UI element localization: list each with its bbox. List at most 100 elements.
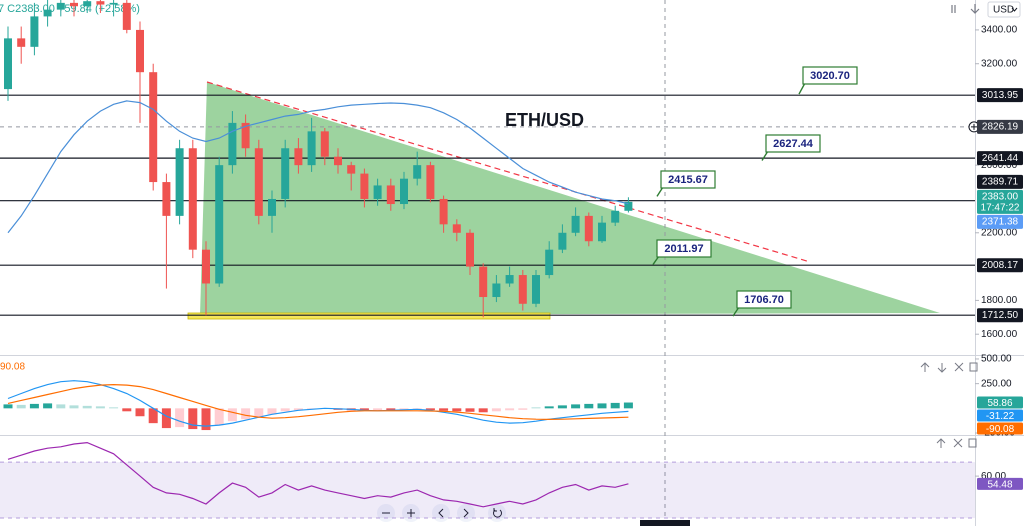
- candle-body: [598, 222, 606, 242]
- candle-body: [452, 224, 461, 233]
- macd-histogram-bar: [148, 408, 158, 424]
- callout-label: 2415.67: [668, 174, 708, 186]
- move-down-icon[interactable]: [937, 363, 947, 373]
- macd-plot: [3, 380, 633, 431]
- candle-body: [611, 210, 620, 223]
- candle-body: [268, 198, 276, 216]
- level-label-box: 2389.71: [977, 174, 1023, 189]
- level-label: 2641.44: [982, 153, 1019, 164]
- navigation-bar[interactable]: [377, 504, 690, 526]
- callout-label: 1706.70: [744, 294, 784, 306]
- plus-icon: [971, 123, 977, 130]
- y-tick-label: 2600.00: [981, 160, 1018, 171]
- y-tick-label: 250.00: [981, 378, 1012, 389]
- macd-histogram-bar: [135, 408, 145, 417]
- axis-label-bg: [977, 409, 1023, 422]
- candle-body: [149, 72, 158, 183]
- level-label-box: 3013.95: [977, 88, 1023, 103]
- macd-histogram-bar: [109, 407, 119, 409]
- macd-controls[interactable]: [920, 362, 978, 373]
- candle-body: [558, 232, 567, 250]
- macd-line: [7, 380, 629, 427]
- chevron-left: [438, 508, 444, 518]
- macd-histogram-bar: [56, 404, 66, 409]
- axis-label-bg: [977, 174, 1023, 189]
- scale-icon[interactable]: [970, 4, 980, 14]
- scroll-left-button[interactable]: [432, 504, 450, 522]
- y-tick-label: 3200.00: [981, 58, 1018, 69]
- move-up-icon[interactable]: [920, 362, 930, 372]
- callout-box: [656, 239, 712, 258]
- level-label: 1712.50: [982, 310, 1019, 321]
- candle-body: [162, 182, 171, 216]
- axis-label-bg: [977, 477, 1023, 490]
- macd-histogram-bar: [571, 404, 581, 409]
- rsi-line: [7, 441, 629, 508]
- macd-histogram-bar: [214, 408, 224, 426]
- last-price-label: 17:47:22: [981, 202, 1020, 213]
- callout-box: [765, 134, 821, 153]
- macd-histogram-bar: [201, 408, 211, 431]
- currency-label[interactable]: USD: [993, 5, 1014, 16]
- close-icon[interactable]: [954, 362, 964, 372]
- macd-histogram-bar: [373, 408, 383, 411]
- top-icons[interactable]: USD: [951, 1, 1021, 18]
- ma-label-box: 2371.38: [977, 214, 1023, 229]
- candle-body: [307, 131, 316, 166]
- macd-label-box: -31.22: [977, 409, 1023, 422]
- candle-body: [400, 178, 408, 205]
- macd-legend: 90.08: [0, 362, 25, 373]
- candle-body: [294, 148, 303, 166]
- currency-select[interactable]: [987, 1, 1021, 18]
- maximize-icon[interactable]: [969, 362, 978, 372]
- signal-label: -90.08: [986, 424, 1015, 435]
- candle-body: [320, 131, 329, 157]
- axis-label-bg: [977, 189, 1023, 214]
- macd-label: -31.22: [986, 411, 1015, 422]
- dropdown-caret[interactable]: [1011, 7, 1018, 12]
- macd-histogram-bar: [254, 408, 264, 418]
- hist-label: 58.86: [987, 398, 1012, 409]
- rsi-label: 54.48: [987, 479, 1012, 490]
- candle-body: [202, 249, 210, 284]
- move-up-icon[interactable]: [936, 438, 946, 448]
- layout-icon[interactable]: [951, 5, 956, 13]
- macd-histogram-bar: [16, 404, 26, 409]
- axis-label-bg: [977, 151, 1023, 166]
- time-label-stub: [640, 520, 690, 526]
- macd-histogram-bar: [531, 407, 541, 409]
- candle-body: [215, 165, 224, 284]
- macd-histogram-bar: [241, 408, 251, 420]
- candle-body: [545, 249, 554, 276]
- macd-histogram-bar: [623, 402, 633, 409]
- candle-body: [386, 185, 395, 205]
- candle-body: [373, 185, 382, 199]
- macd-histogram-bar: [584, 403, 594, 409]
- callout-label: 3020.70: [810, 70, 850, 82]
- plus-icon: [407, 509, 415, 517]
- candle-body: [30, 16, 39, 47]
- macd-histogram-bar: [82, 405, 92, 409]
- axis-label-bg: [977, 258, 1023, 273]
- y-tick-label: 1800.00: [981, 295, 1018, 306]
- axis-label-bg: [977, 422, 1023, 435]
- macd-histogram-bar: [610, 402, 620, 409]
- candle-body: [241, 122, 250, 149]
- reset-button[interactable]: [488, 504, 506, 522]
- rsi-controls[interactable]: [936, 438, 977, 448]
- candle-body: [479, 266, 488, 298]
- macd-histogram-bar: [439, 408, 449, 411]
- candle-body: [624, 201, 633, 211]
- macd-histogram-bar: [505, 408, 515, 411]
- close-icon[interactable]: [953, 438, 963, 448]
- candle-body: [70, 2, 78, 7]
- maximize-icon[interactable]: [968, 438, 977, 448]
- macd-histogram-bar: [425, 408, 435, 411]
- macd-histogram-bar: [491, 408, 501, 412]
- candle-body: [439, 198, 448, 225]
- scroll-right-button[interactable]: [457, 504, 475, 522]
- macd-histogram-bar: [452, 408, 462, 412]
- callout-box: [802, 66, 858, 85]
- candle-body: [175, 148, 184, 216]
